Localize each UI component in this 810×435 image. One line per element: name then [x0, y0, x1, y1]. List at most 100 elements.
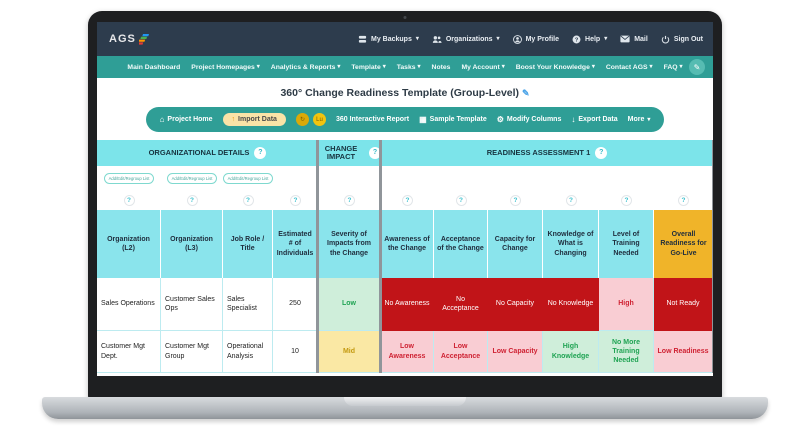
sign-out-menu[interactable]: Sign Out [661, 35, 703, 44]
sample-template-button[interactable]: ▦ Sample Template [419, 115, 487, 124]
cell-estimated[interactable]: 250 [273, 278, 318, 331]
cell-severity[interactable]: Low [318, 278, 381, 331]
help-icon[interactable]: ? [254, 147, 267, 159]
nav-faq[interactable]: FAQ ▾ [664, 64, 683, 71]
interactive-report-button[interactable]: 360 Interactive Report [336, 116, 409, 123]
mail-label: Mail [634, 35, 648, 43]
nav-boost-your-knowledge[interactable]: Boost Your Knowledge ▾ [516, 64, 595, 71]
cell-estimated[interactable]: 10 [273, 331, 318, 373]
cell-org-l2[interactable]: Sales Operations [97, 278, 161, 331]
help-icon[interactable]: ? [123, 195, 135, 206]
group-organizational-details: ORGANIZATIONAL DETAILS ? [97, 140, 318, 166]
title-edit-pencil-icon[interactable]: ✎ [521, 88, 530, 98]
help-icon[interactable]: ? [369, 147, 381, 159]
ags-logo-flash-icon [138, 33, 149, 45]
help-icon[interactable]: ? [621, 195, 632, 206]
cell-capacity[interactable]: No Capacity [488, 278, 543, 331]
nav-project-homepages[interactable]: Project Homepages ▾ [191, 64, 259, 71]
col-header-organization-l3: Organization (L3) [161, 210, 223, 278]
more-label: More [627, 116, 645, 123]
nav-tasks[interactable]: Tasks ▾ [397, 64, 421, 71]
cell-overall-readiness[interactable]: Not Ready [654, 278, 713, 331]
cell-overall-readiness[interactable]: Low Readiness [654, 331, 713, 373]
nav-label: FAQ [663, 63, 678, 71]
edit-pencil-button[interactable]: ✎ [689, 59, 705, 75]
group-label: ORGANIZATIONAL DETAILS [148, 147, 250, 157]
refresh-badge-icon[interactable]: ↻ [295, 113, 309, 126]
pill-row: Add/Edit/Regroup List Add/Edit/Regroup L… [97, 166, 713, 191]
help-icon[interactable]: ? [510, 195, 521, 206]
regroup-list-button[interactable]: Add/Edit/Regroup List [166, 173, 218, 184]
import-data-button[interactable]: ↑ Import Data [222, 113, 286, 126]
group-header-row: ORGANIZATIONAL DETAILS ? CHANGE IMPACT ?… [97, 140, 713, 166]
project-home-button[interactable]: ⌂ Project Home [160, 115, 213, 124]
caret-down-icon: ▾ [496, 36, 500, 42]
cell-knowledge[interactable]: No Knowledge [543, 278, 599, 331]
export-data-button[interactable]: ↓ Export Data [571, 115, 617, 124]
more-button[interactable]: More ▾ [628, 116, 651, 123]
nav-label: Main Dashboard [127, 63, 181, 71]
nav-notes[interactable]: Notes [432, 64, 451, 71]
cell-org-l3[interactable]: Customer Mgt Group [161, 331, 223, 373]
caret-down-icon: ▾ [417, 64, 421, 70]
help-icon[interactable]: ? [595, 147, 608, 159]
import-data-label: Import Data [238, 116, 277, 123]
help-icon[interactable]: ? [678, 195, 689, 206]
help-icon[interactable]: ? [186, 195, 198, 206]
regroup-list-button[interactable]: Add/Edit/Regroup List [222, 173, 274, 184]
cell-training[interactable]: No More Training Needed [599, 331, 654, 373]
cell-job-role[interactable]: Sales Specialist [223, 278, 273, 331]
modify-columns-button[interactable]: ⚙ Modify Columns [497, 115, 562, 124]
cell-org-l3[interactable]: Customer Sales Ops [161, 278, 223, 331]
nav-label: Contact AGS [605, 63, 648, 71]
cell-job-role[interactable]: Operational Analysis [223, 331, 273, 373]
group-change-impact: CHANGE IMPACT ? [318, 140, 381, 166]
chart-badge-icon[interactable]: Lu [312, 113, 326, 126]
help-icon[interactable]: ? [344, 195, 355, 206]
help-menu[interactable]: ? Help ▾ [572, 35, 607, 44]
help-icon[interactable]: ? [242, 195, 254, 206]
nav-main-dashboard[interactable]: Main Dashboard [127, 64, 180, 71]
nav-contact-ags[interactable]: Contact AGS ▾ [606, 64, 653, 71]
power-icon [661, 35, 670, 43]
cell-org-l2[interactable]: Customer Mgt Dept. [97, 331, 161, 373]
help-icon[interactable]: ? [402, 195, 413, 206]
cell-awareness[interactable]: Low Awareness [381, 331, 434, 373]
mail-icon [620, 35, 630, 43]
laptop-base-notch [344, 397, 466, 406]
nav-label: Boost Your Knowledge [515, 63, 590, 71]
caret-down-icon: ▾ [382, 64, 386, 70]
app-window: AGS My Backups ▾ [97, 22, 713, 376]
my-profile-label: My Profile [525, 35, 560, 43]
group-label: READINESS ASSESSMENT 1 [486, 147, 591, 157]
nav-label: Tasks [396, 63, 416, 71]
cell-knowledge[interactable]: High Knowledge [543, 331, 599, 373]
cell-severity[interactable]: Mid [318, 331, 381, 373]
cell-acceptance[interactable]: No Acceptance [434, 278, 488, 331]
group-divider [316, 140, 319, 373]
help-icon[interactable]: ? [290, 195, 301, 206]
cell-acceptance[interactable]: Low Acceptance [434, 331, 488, 373]
help-icon[interactable]: ? [565, 195, 577, 206]
caret-down-icon: ▾ [591, 64, 595, 70]
nav-label: Template [351, 63, 381, 71]
caret-down-icon: ▾ [256, 64, 260, 70]
regroup-list-button[interactable]: Add/Edit/Regroup List [103, 173, 155, 184]
cell-training[interactable]: High [599, 278, 654, 331]
help-icon[interactable]: ? [455, 195, 467, 206]
nav-my-account[interactable]: My Account ▾ [461, 64, 504, 71]
my-profile-menu[interactable]: My Profile [512, 34, 560, 44]
my-backups-menu[interactable]: My Backups ▾ [358, 35, 419, 44]
nav-template[interactable]: Template ▾ [351, 64, 385, 71]
organizations-menu[interactable]: Organizations ▾ [432, 35, 500, 44]
cell-awareness[interactable]: No Awareness [381, 278, 434, 331]
col-header-knowledge: Knowledge of What is Changing [543, 210, 599, 278]
nav-analytics-reports[interactable]: Analytics & Reports ▾ [271, 64, 341, 71]
mail-menu[interactable]: Mail [620, 35, 648, 43]
chart-badge-label: Lu [316, 116, 323, 123]
grid-icon: ▦ [419, 115, 427, 124]
upload-icon: ↑ [231, 116, 236, 123]
readiness-table: ORGANIZATIONAL DETAILS ? CHANGE IMPACT ?… [97, 140, 713, 373]
cell-capacity[interactable]: Low Capacity [488, 331, 543, 373]
